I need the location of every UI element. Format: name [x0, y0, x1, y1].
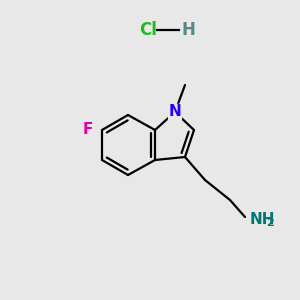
Text: Cl: Cl	[139, 21, 157, 39]
Text: H: H	[181, 21, 195, 39]
Text: NH: NH	[250, 212, 275, 227]
Text: 2: 2	[266, 218, 274, 228]
Text: F: F	[83, 122, 93, 137]
Text: N: N	[169, 104, 182, 119]
